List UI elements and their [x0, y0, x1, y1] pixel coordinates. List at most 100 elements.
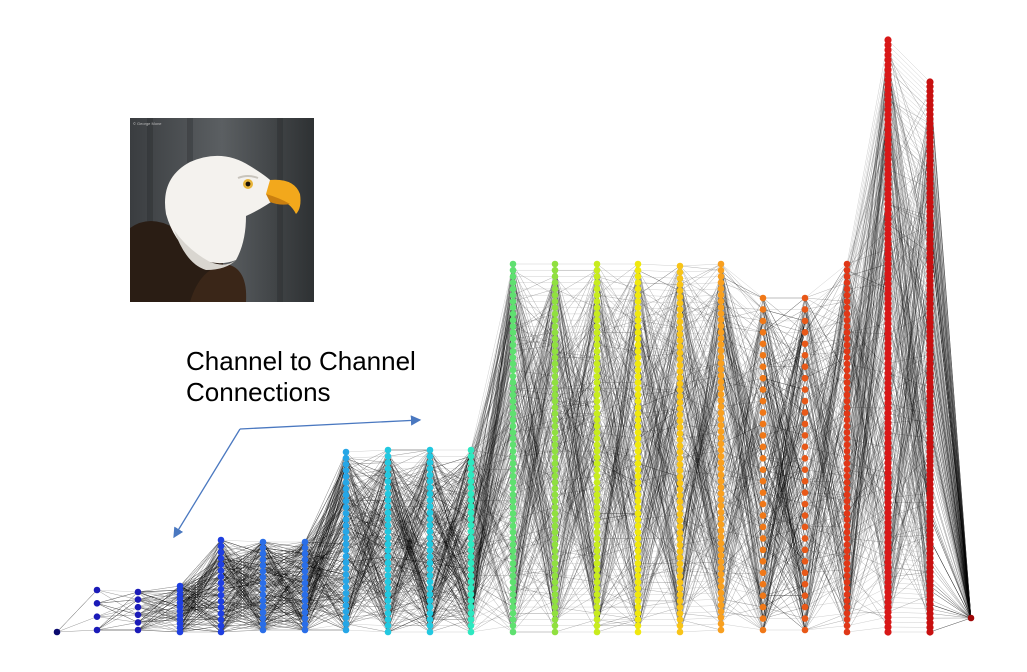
connection-edge: [262, 547, 306, 554]
connection-edge: [96, 606, 139, 617]
connection-edge: [220, 539, 264, 578]
connection-edge: [345, 507, 389, 614]
connection-edge: [345, 550, 389, 594]
connection-edge: [137, 614, 181, 629]
connection-edge: [137, 585, 181, 593]
connection-edge: [387, 475, 431, 570]
connection-edge: [179, 582, 222, 603]
connection-edge: [220, 571, 264, 633]
connection-edge: [304, 494, 347, 607]
connection-edge: [220, 570, 264, 631]
connection-edge: [262, 541, 306, 549]
connection-edge: [179, 598, 222, 633]
connection-edge: [96, 622, 139, 631]
connection-edge: [304, 482, 347, 595]
connection-edge: [345, 482, 389, 633]
connection-edge: [470, 625, 514, 633]
connection-edge: [345, 569, 389, 600]
connection-edge: [96, 599, 139, 631]
connection-edge: [262, 582, 306, 613]
connection-edge: [345, 462, 389, 465]
connection-edge: [804, 625, 848, 631]
connection-edge: [345, 468, 389, 490]
connection-edge: [345, 550, 389, 633]
connection-edge: [220, 564, 264, 572]
connection-edge: [220, 541, 264, 608]
connection-edge: [387, 468, 431, 526]
connection-edge: [262, 600, 306, 631]
connection-edge: [137, 591, 181, 612]
connection-edge: [304, 531, 347, 578]
connection-edge: [345, 586, 389, 589]
connection-edge: [345, 500, 389, 520]
connection-edge: [387, 531, 431, 614]
connection-edge: [220, 582, 264, 614]
connection-edge: [262, 559, 306, 625]
connection-edge: [137, 629, 181, 633]
connection-edge: [179, 558, 222, 599]
connection-edge: [345, 581, 389, 631]
connection-edge: [220, 558, 264, 566]
connection-edge: [179, 546, 222, 612]
connection-edge: [220, 553, 264, 584]
connection-edge: [220, 570, 264, 595]
connection-edge: [262, 582, 306, 613]
connection-edge: [220, 582, 264, 613]
connection-edge: [345, 605, 389, 608]
connection-edge: [345, 629, 389, 633]
connection-edge: [262, 565, 306, 584]
connection-edge: [304, 458, 347, 590]
connection-edge: [220, 625, 264, 631]
connection-edge: [220, 541, 264, 559]
connection-edge: [220, 612, 264, 614]
connection-edge: [137, 606, 181, 616]
connection-edge: [304, 553, 347, 624]
connection-edge: [179, 552, 222, 628]
connection-edge: [220, 545, 264, 549]
connection-edge: [345, 456, 389, 520]
connection-edge: [220, 588, 264, 627]
connection-edge: [304, 458, 347, 572]
connection-edge: [179, 590, 222, 627]
connection-edge: [387, 475, 431, 607]
connection-edge: [345, 556, 389, 600]
connection-edge: [345, 456, 389, 526]
connection-edge: [137, 598, 181, 623]
connection-edge: [345, 550, 389, 608]
connection-edge: [345, 451, 389, 614]
connection-edge: [304, 464, 347, 619]
connection-edge: [387, 456, 431, 576]
connection-edge: [345, 464, 389, 557]
connection-edge: [345, 487, 389, 624]
connection-edge: [262, 565, 306, 619]
connection-edge: [179, 585, 222, 590]
connection-edge: [179, 576, 222, 603]
connection-edge: [179, 576, 222, 620]
connection-edge: [262, 541, 306, 560]
connection-edge: [345, 499, 389, 508]
connection-edge: [304, 494, 347, 566]
connection-edge: [345, 494, 389, 626]
connection-edge: [345, 488, 389, 507]
connection-edge: [220, 564, 264, 584]
connection-edge: [304, 588, 347, 594]
connection-edge: [220, 600, 264, 620]
connection-edge: [96, 616, 139, 623]
connection-edge: [262, 582, 306, 625]
connection-edge: [304, 482, 347, 625]
connection-edge: [179, 601, 222, 616]
connection-edge: [220, 577, 264, 608]
connection-edge: [345, 525, 389, 606]
connection-edge: [345, 493, 389, 526]
connection-edge: [304, 476, 347, 619]
connection-edge: [220, 553, 264, 590]
connection-edge: [304, 519, 347, 584]
connection-edge: [262, 547, 306, 578]
connection-edge: [345, 525, 389, 601]
connection-edge: [304, 537, 347, 572]
connection-edge: [304, 507, 347, 613]
connection-edge: [345, 525, 389, 614]
connection-edge: [179, 588, 222, 591]
connection-edge: [262, 612, 306, 619]
connection-edge: [345, 537, 389, 594]
